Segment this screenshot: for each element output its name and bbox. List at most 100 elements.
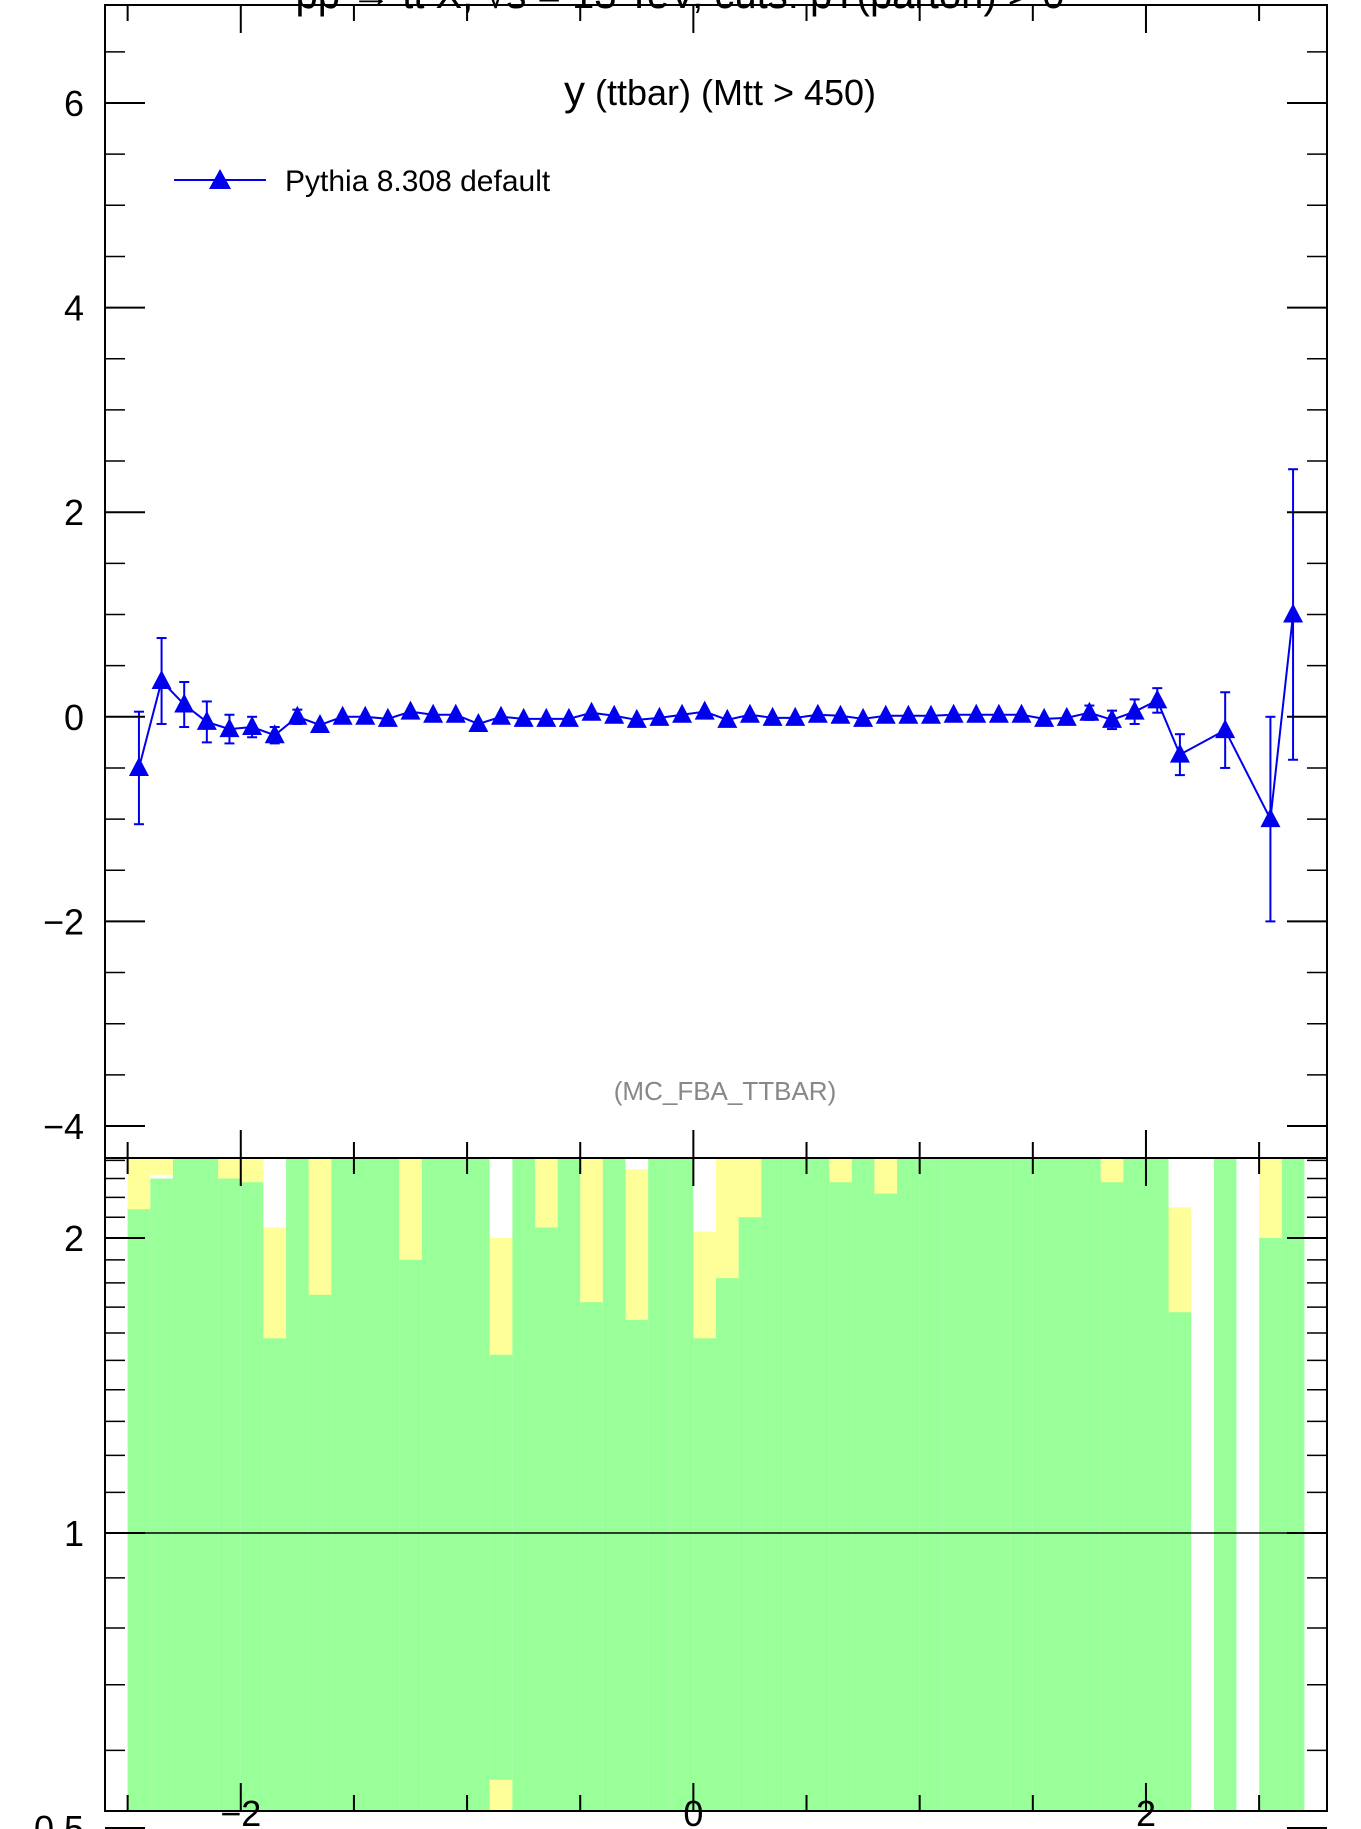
ratio-band-bin xyxy=(670,1158,694,1811)
data-point-triangle xyxy=(830,704,851,724)
ratio-band-bin xyxy=(1168,1158,1192,1811)
data-point-triangle xyxy=(649,706,670,726)
data-point-triangle xyxy=(853,707,874,727)
ratio-band-outer xyxy=(489,1779,513,1811)
chart-title: y (ttbar) (Mtt > 450) xyxy=(564,67,876,114)
data-point-triangle xyxy=(898,704,919,724)
ratio-band-layer xyxy=(105,1158,1327,1811)
data-point-triangle xyxy=(762,706,783,726)
ratio-band-bin xyxy=(738,1158,762,1811)
data-point-triangle xyxy=(445,703,466,723)
y-tick-label: −2 xyxy=(43,901,84,942)
data-point-triangle xyxy=(1147,689,1168,709)
x-tick-label: −2 xyxy=(220,1793,261,1829)
ratio-band-bin xyxy=(331,1158,354,1811)
ratio-band-bin xyxy=(1123,1158,1146,1811)
ratio-band-outer xyxy=(150,1158,173,1175)
ratio-band-bin xyxy=(625,1158,649,1811)
legend-label: Pythia 8.308 default xyxy=(285,165,551,198)
x-tick-label: 0 xyxy=(683,1793,703,1829)
ratio-band-bin xyxy=(897,1158,920,1811)
data-point-triangle xyxy=(219,718,240,738)
data-point-triangle xyxy=(943,703,964,723)
ratio-band-bin xyxy=(218,1158,241,1811)
x-tick-label: 2 xyxy=(1136,1793,1156,1829)
ratio-band-bin xyxy=(716,1158,739,1811)
ratio-band-bin xyxy=(919,1158,943,1811)
data-point-triangle xyxy=(988,703,1009,723)
ratio-band-bin xyxy=(829,1158,852,1811)
data-point-triangle xyxy=(128,756,149,776)
y-tick-label: −4 xyxy=(43,1106,84,1147)
y-tick-label: 0 xyxy=(64,697,84,738)
ratio-band-bin xyxy=(353,1158,377,1811)
data-point-triangle xyxy=(536,707,557,727)
legend-marker-triangle-icon xyxy=(209,169,231,189)
ratio-band-bin xyxy=(286,1158,309,1811)
ratio-band-bin xyxy=(648,1158,671,1811)
data-point-triangle xyxy=(468,712,489,732)
ratio-band-outer xyxy=(1259,1158,1282,1238)
data-point-triangle xyxy=(1215,719,1236,739)
data-point-triangle xyxy=(672,703,693,723)
ratio-band-outer xyxy=(716,1158,739,1279)
data-point-triangle xyxy=(1102,708,1123,728)
ratio-band-bin xyxy=(964,1158,988,1811)
data-point-triangle xyxy=(151,669,172,689)
data-point-triangle xyxy=(264,724,285,744)
data-point-triangle xyxy=(558,707,579,727)
ratio-band-bin xyxy=(467,1158,490,1811)
chart-title-rest: (ttbar) (Mtt > 450) xyxy=(585,72,876,113)
ratio-band-bin xyxy=(240,1158,264,1811)
ratio-band-outer xyxy=(829,1158,852,1183)
ratio-band-bin xyxy=(602,1158,626,1811)
ratio-band-gap xyxy=(1168,1158,1192,1208)
ratio-band-bin xyxy=(987,1158,1011,1811)
ratio-band-bin xyxy=(1145,1158,1169,1811)
data-point-triangle xyxy=(966,703,987,723)
data-point-triangle xyxy=(739,703,760,723)
ratio-band-bin xyxy=(1010,1158,1033,1811)
main-tick-layer: −4 −2 0 2 4 6 xyxy=(43,5,1327,1158)
ratio-band-outer xyxy=(127,1158,151,1210)
ratio-band-bin xyxy=(851,1158,875,1811)
data-point-triangle xyxy=(581,701,602,721)
data-point-triangle xyxy=(400,700,421,720)
ratio-band-gap xyxy=(625,1158,649,1170)
analysis-tag: (MC_FBA_TTBAR) xyxy=(614,1076,836,1106)
ratio-y-tick-label: 0.5 xyxy=(34,1808,84,1829)
ratio-band-outer xyxy=(580,1158,603,1303)
ratio-band-bin xyxy=(512,1158,535,1811)
ratio-band-outer xyxy=(534,1158,558,1228)
data-point-triangle xyxy=(513,707,534,727)
ratio-band-bin xyxy=(761,1158,784,1811)
data-point-triangle xyxy=(604,704,625,724)
data-point-triangle xyxy=(1056,706,1077,726)
ratio-band-outer xyxy=(399,1158,422,1260)
ratio-band-bin xyxy=(942,1158,965,1811)
ratio-band-bin xyxy=(1213,1158,1237,1811)
y-tick-label: 4 xyxy=(64,288,84,329)
chart-title-main: y xyxy=(564,67,585,114)
ratio-band-outer xyxy=(308,1158,332,1295)
data-point-triangle xyxy=(1034,707,1055,727)
data-point-triangle xyxy=(1011,703,1032,723)
ratio-band-outer xyxy=(738,1158,762,1218)
data-point-triangle xyxy=(332,705,353,725)
data-point-triangle xyxy=(920,704,941,724)
ratio-band-bin xyxy=(444,1158,468,1811)
data-point-triangle xyxy=(875,704,896,724)
ratio-band-bin xyxy=(172,1158,196,1811)
data-point-triangle xyxy=(717,708,738,728)
ratio-band-gap xyxy=(263,1158,287,1228)
ratio-band-bin xyxy=(1055,1158,1079,1811)
ratio-band-outer xyxy=(874,1158,898,1194)
data-point-triangle xyxy=(174,693,195,713)
ratio-band-bin xyxy=(399,1158,422,1811)
data-point-triangle xyxy=(694,700,715,720)
data-point-triangle xyxy=(1124,700,1145,720)
ratio-band-bin xyxy=(421,1158,445,1811)
main-plot-content xyxy=(128,468,1304,923)
data-point-triangle xyxy=(377,707,398,727)
data-point-triangle xyxy=(287,705,308,725)
